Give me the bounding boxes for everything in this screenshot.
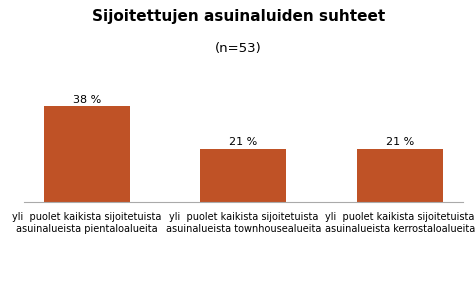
Text: 21 %: 21 % — [228, 137, 257, 147]
Bar — [200, 149, 286, 202]
Bar — [44, 106, 129, 202]
Text: 38 %: 38 % — [72, 94, 101, 105]
Text: 21 %: 21 % — [385, 137, 413, 147]
Bar — [356, 149, 442, 202]
Title: Sijoitettujen asuinaluiden suhteet
(n=53): Sijoitettujen asuinaluiden suhteet (n=53… — [0, 287, 1, 288]
Text: (n=53): (n=53) — [215, 42, 261, 55]
Text: Sijoitettujen asuinaluiden suhteet: Sijoitettujen asuinaluiden suhteet — [92, 9, 384, 24]
